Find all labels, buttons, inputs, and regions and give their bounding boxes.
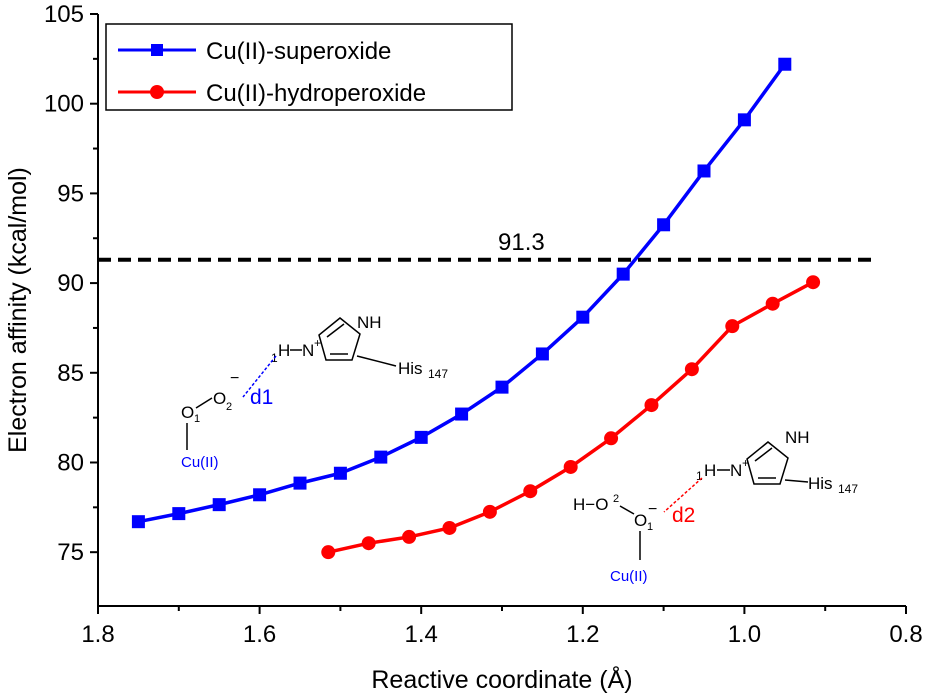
legend-label-hydroperoxide: Cu(II)-hydroperoxide	[206, 80, 426, 107]
data-point-superoxide	[657, 218, 671, 232]
o1-label-left: O	[181, 403, 194, 422]
x-tick-label: 1.2	[566, 621, 599, 648]
imidazole-ring-right	[746, 441, 789, 485]
ring-double-bond-left	[326, 323, 345, 338]
y-tick-label: 75	[57, 539, 84, 566]
h-label-left: H	[278, 341, 290, 360]
x-ticks: 1.8 1.6 1.4 1.2 1.0 0.8	[81, 606, 923, 648]
x-tick-label: 1.0	[728, 621, 761, 648]
data-point-hydroperoxide	[523, 484, 538, 499]
imidazole-ring-left	[318, 317, 361, 361]
data-point-hydroperoxide	[361, 536, 376, 551]
o1-sub-left: 1	[194, 413, 200, 425]
data-point-superoxide	[616, 267, 630, 281]
y-tick-label: 105	[44, 1, 84, 28]
data-point-hydroperoxide	[684, 362, 699, 377]
o2-sup-right: 2	[613, 493, 619, 505]
data-point-superoxide	[293, 476, 307, 490]
ring-double-bond-right	[754, 447, 773, 462]
data-point-hydroperoxide	[604, 431, 619, 446]
data-point-superoxide	[212, 498, 226, 512]
d1-hbond	[242, 355, 277, 398]
o2-label-left: O	[213, 389, 226, 408]
data-point-hydroperoxide	[765, 296, 780, 311]
plus-sign-right: +	[742, 456, 749, 470]
y-tick-label: 95	[57, 180, 84, 207]
n-plus-label-left: N	[302, 341, 314, 360]
his-bond-left	[356, 355, 397, 367]
atom1-label-right: 1	[696, 469, 703, 483]
legend-label-superoxide: Cu(II)-superoxide	[206, 38, 391, 65]
data-point-hydroperoxide	[806, 275, 821, 290]
d2-hbond	[663, 477, 703, 513]
x-tick-label: 1.6	[243, 621, 276, 648]
reference-line-label: 91.3	[498, 229, 545, 256]
y-tick-label: 80	[57, 449, 84, 476]
data-point-superoxide	[253, 488, 267, 502]
series-line-1	[327, 280, 814, 554]
data-point-superoxide	[414, 430, 428, 444]
data-point-hydroperoxide	[442, 520, 457, 535]
nh-label-right: NH	[785, 428, 810, 447]
data-point-superoxide	[737, 113, 751, 127]
plus-sign-left: +	[314, 336, 321, 350]
axes: 1.8 1.6 1.4 1.2 1.0 0.8 75 80 85 90 95 100 105	[44, 1, 923, 648]
cu-label-left: Cu(II)	[181, 454, 219, 471]
data-point-superoxide	[495, 380, 509, 394]
o2-sub-left: 2	[226, 401, 232, 413]
n-plus-label-right: N	[730, 461, 742, 480]
data-point-superoxide	[535, 347, 549, 361]
x-tick-label: 0.8	[889, 621, 922, 648]
nh-label-left: NH	[357, 313, 382, 332]
data-point-hydroperoxide	[482, 504, 497, 519]
series-layer	[131, 57, 821, 560]
o1-minus-right: −	[648, 501, 657, 518]
y-axis-title: Electron affinity (kcal/mol)	[4, 167, 32, 453]
legend: Cu(II)-superoxide Cu(II)-hydroperoxide	[105, 23, 513, 111]
legend-box	[105, 23, 513, 111]
superoxide-structure: NH N + H 1 His 147 d1 − O 2 O 1 Cu(II)	[181, 313, 448, 471]
o2-minus-left: −	[230, 370, 239, 387]
d1-label: d1	[250, 386, 273, 409]
x-tick-label: 1.4	[405, 621, 438, 648]
data-point-superoxide	[333, 466, 347, 480]
data-point-hydroperoxide	[563, 459, 578, 474]
data-point-superoxide	[374, 450, 388, 464]
y-tick-label: 90	[57, 270, 84, 297]
x-axis-title: Reactive coordinate (Å)	[371, 664, 632, 694]
data-point-superoxide	[576, 310, 590, 324]
o2-o1-bond-right	[619, 505, 635, 515]
legend-marker-hydroperoxide	[150, 85, 164, 99]
data-point-hydroperoxide	[644, 398, 659, 413]
y-tick-label: 100	[44, 91, 84, 118]
y-ticks: 75 80 85 90 95 100 105	[44, 1, 98, 566]
data-point-hydroperoxide	[402, 529, 417, 544]
data-point-superoxide	[131, 515, 145, 529]
data-point-hydroperoxide	[725, 319, 740, 334]
data-point-superoxide	[697, 164, 711, 178]
x-tick-label: 1.8	[81, 621, 114, 648]
data-point-superoxide	[778, 57, 792, 71]
legend-marker-superoxide	[151, 44, 163, 56]
his-sub-right: 147	[838, 482, 858, 496]
h-label-right: H	[704, 461, 716, 480]
series-line-0	[138, 63, 787, 524]
h-o-label-right: H−O	[573, 495, 608, 514]
data-point-superoxide	[455, 407, 469, 421]
his-label-left: His	[398, 359, 423, 378]
reference-line-group: 91.3	[98, 229, 876, 262]
d2-label: d2	[672, 504, 695, 527]
his-label-right: His	[808, 474, 833, 493]
data-point-superoxide	[172, 507, 186, 521]
o1-o2-bond-left	[195, 397, 213, 409]
y-tick-label: 85	[57, 360, 84, 387]
his-sub-left: 147	[428, 367, 448, 381]
o1-sub-right: 1	[647, 521, 653, 533]
data-point-hydroperoxide	[321, 545, 336, 560]
o1-label-right: O	[634, 511, 647, 530]
hydroperoxide-structure: NH N + H 1 His 147 d2 H−O 2 − O 1 Cu(II)	[573, 428, 858, 585]
his-bond-right	[784, 479, 809, 483]
cu-label-right: Cu(II)	[610, 568, 648, 585]
